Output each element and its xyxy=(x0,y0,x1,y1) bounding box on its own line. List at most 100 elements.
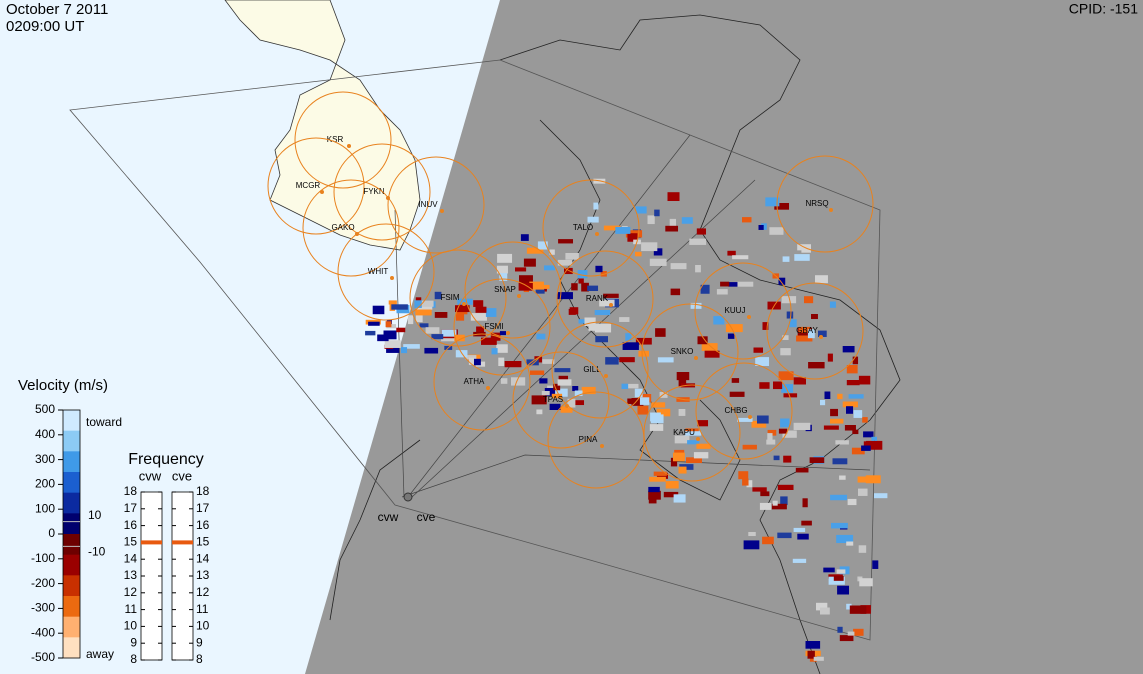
echo-cell xyxy=(704,350,720,358)
echo-cell xyxy=(593,202,599,210)
station-circle xyxy=(433,333,531,431)
echo-cell xyxy=(837,626,843,633)
echo-cell xyxy=(490,332,501,341)
echo-cell xyxy=(820,607,830,615)
station-circle xyxy=(643,384,741,482)
echo-cell xyxy=(788,319,797,328)
echo-cell xyxy=(863,431,874,438)
echo-cell xyxy=(386,345,400,353)
echo-cell xyxy=(465,355,477,360)
colorbar-segment xyxy=(63,534,80,556)
echo-cell xyxy=(852,356,859,365)
station-label: MCGR xyxy=(296,181,321,190)
station-label: NRSQ xyxy=(805,199,828,208)
echo-cell xyxy=(858,545,867,553)
toward-label: toward xyxy=(86,415,122,429)
echo-cell xyxy=(669,218,677,227)
echo-cell xyxy=(738,471,749,480)
echo-cell xyxy=(793,422,811,431)
colorbar-tick-label: 400 xyxy=(35,427,55,441)
frequency-marker xyxy=(172,540,193,545)
echo-cell xyxy=(481,337,497,345)
echo-cell xyxy=(678,466,687,474)
echo-cell xyxy=(403,344,420,349)
frequency-radar: cve xyxy=(172,468,192,483)
echo-cell xyxy=(388,300,397,305)
echo-cell xyxy=(725,324,743,333)
station-circle xyxy=(766,282,864,380)
echo-cell xyxy=(801,248,811,253)
echo-cell xyxy=(781,384,794,393)
echo-cell xyxy=(727,333,735,339)
echo-layer xyxy=(365,178,888,662)
echo-cell xyxy=(631,398,644,406)
echo-cell xyxy=(673,494,686,503)
echo-cell xyxy=(434,291,442,300)
station-dot xyxy=(696,437,700,441)
colorbar-segment xyxy=(63,492,80,514)
colorbar-segment xyxy=(63,410,80,432)
echo-cell xyxy=(635,251,642,257)
echo-cell xyxy=(852,429,859,435)
echo-cell xyxy=(391,304,408,310)
echo-cell xyxy=(385,321,392,328)
colorbar-segment xyxy=(63,616,80,638)
echo-cell xyxy=(647,215,655,225)
echo-cell xyxy=(862,417,868,423)
echo-cell xyxy=(772,500,778,506)
echo-cell xyxy=(526,359,539,366)
echo-cell xyxy=(619,357,635,363)
echo-cell xyxy=(557,292,573,300)
echo-cell xyxy=(667,192,680,202)
echo-cell xyxy=(765,197,780,207)
echo-cell xyxy=(811,314,818,320)
echo-cell xyxy=(441,329,457,337)
echo-cell xyxy=(553,383,561,391)
echo-cell xyxy=(831,522,848,529)
echo-cell xyxy=(384,340,401,348)
echo-cell xyxy=(796,335,813,342)
echo-cell xyxy=(807,650,815,659)
echo-cell xyxy=(851,447,865,455)
echo-cell xyxy=(759,502,772,510)
echo-cell xyxy=(757,415,769,424)
echo-cell xyxy=(659,392,668,398)
echo-cell xyxy=(635,206,647,214)
echo-cell xyxy=(648,490,661,500)
echo-cell xyxy=(497,253,513,263)
echo-cell xyxy=(802,498,808,508)
away-label: away xyxy=(86,647,114,661)
echo-cell xyxy=(564,267,573,275)
station-label: GAKO xyxy=(331,223,354,232)
echo-cell xyxy=(753,347,764,353)
echo-cell xyxy=(408,315,414,325)
echo-cell xyxy=(681,217,693,224)
echo-cell xyxy=(515,267,527,272)
echo-cell xyxy=(780,418,790,428)
echo-cell xyxy=(805,641,821,649)
echo-cell xyxy=(544,388,559,396)
echo-cell xyxy=(581,386,596,395)
station-label: TALO xyxy=(573,223,593,232)
echo-cell xyxy=(839,635,854,642)
echo-cell xyxy=(762,322,769,330)
echo-cell xyxy=(415,297,422,302)
echo-cell xyxy=(833,576,844,581)
inner-tick-label: -10 xyxy=(88,545,106,559)
station-circle xyxy=(641,303,739,401)
echo-cell xyxy=(574,390,583,397)
echo-cell xyxy=(560,406,573,413)
echo-cell xyxy=(783,393,798,398)
echo-cell xyxy=(654,209,660,217)
echo-cell xyxy=(737,281,754,287)
echo-cell xyxy=(537,241,548,250)
echo-cell xyxy=(874,493,888,499)
echo-cell xyxy=(844,425,856,431)
echo-cell xyxy=(523,258,536,267)
date: October 7 2011 xyxy=(6,1,108,18)
echo-cell xyxy=(578,278,584,284)
frequency-tick-label: 12 xyxy=(196,585,210,599)
echo-cell xyxy=(687,440,700,445)
echo-cell xyxy=(491,348,498,355)
